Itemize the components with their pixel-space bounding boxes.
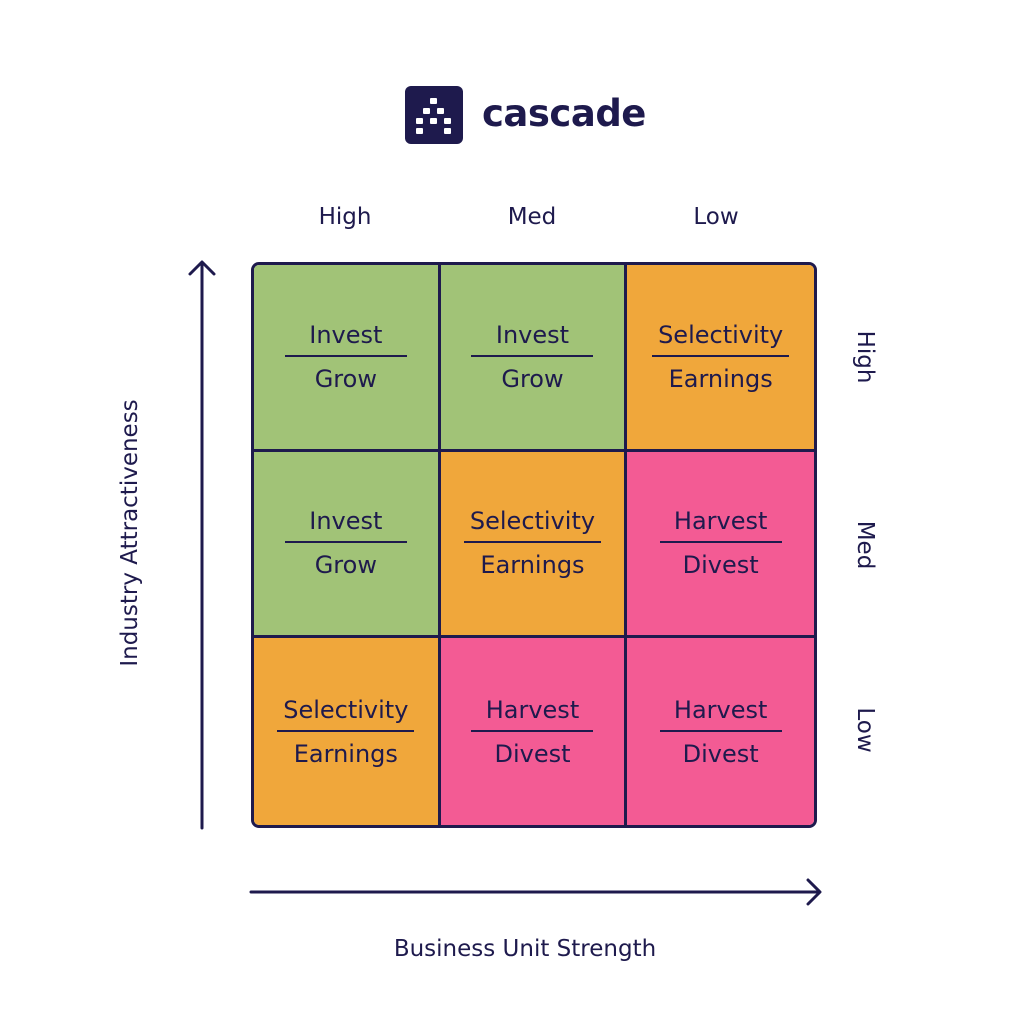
- cell-action: Divest: [682, 551, 759, 580]
- column-label-low: Low: [693, 204, 739, 230]
- cell-action: Earnings: [668, 364, 773, 393]
- cascade-logo-icon: [405, 86, 463, 144]
- y-axis-arrow: [188, 260, 216, 830]
- cell-action: Divest: [682, 739, 759, 768]
- brand-name: cascade: [482, 92, 646, 135]
- cell-strategy: Selectivity: [463, 507, 602, 544]
- matrix-cell: Harvest Divest: [440, 638, 628, 825]
- matrix-cell: Invest Grow: [254, 451, 441, 639]
- matrix-cell: Selectivity Earnings: [627, 265, 814, 452]
- column-label-high: High: [318, 204, 372, 230]
- cell-strategy: Selectivity: [277, 696, 415, 732]
- cell-action: Grow: [314, 551, 377, 580]
- y-axis-label: Industry Attractiveness: [117, 399, 143, 667]
- cell-action: Grow: [501, 364, 564, 393]
- cell-strategy: Invest: [284, 507, 407, 544]
- cell-strategy: Invest: [284, 321, 407, 357]
- column-label-med: Med: [507, 204, 557, 230]
- matrix-cell: Selectivity Earnings: [254, 638, 441, 825]
- cell-action: Divest: [494, 739, 571, 768]
- cell-action: Earnings: [293, 739, 398, 768]
- x-axis-arrow: [249, 878, 822, 906]
- cell-strategy: Harvest: [659, 696, 782, 732]
- matrix-cell: Invest Grow: [440, 265, 628, 452]
- matrix-cell: Selectivity Earnings: [440, 451, 628, 639]
- cell-strategy: Invest: [471, 321, 594, 357]
- matrix-cell: Invest Grow: [254, 265, 441, 452]
- matrix-cell: Harvest Divest: [627, 451, 814, 639]
- cell-strategy: Harvest: [471, 696, 594, 732]
- cell-strategy: Selectivity: [652, 321, 790, 357]
- cell-strategy: Harvest: [659, 507, 782, 544]
- cell-action: Grow: [314, 364, 377, 393]
- matrix-cell: Harvest Divest: [627, 638, 814, 825]
- x-axis-label: Business Unit Strength: [393, 936, 657, 962]
- matrix-grid: Invest Grow Invest Grow Selectivity Earnings I…: [251, 262, 817, 828]
- cell-action: Earnings: [480, 551, 585, 580]
